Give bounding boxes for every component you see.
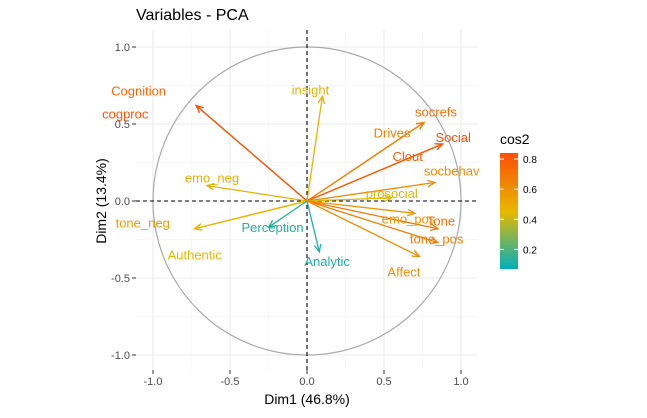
arrow-shaft <box>268 200 308 228</box>
arrow-head <box>416 121 426 130</box>
variable-arrow-perception <box>267 200 308 229</box>
arrow-shaft <box>195 105 308 202</box>
arrow-head <box>205 182 215 191</box>
x-tick-label: 1.0 <box>453 376 468 388</box>
arrow-shaft <box>206 184 308 202</box>
variable-arrow-clout <box>306 143 444 202</box>
variable-label-prosocial: prosocial <box>366 186 418 201</box>
x-tick-label: -0.5 <box>221 376 240 388</box>
variable-label-tone: Tone <box>427 214 455 229</box>
variable-label-authentic: Authentic <box>168 248 223 263</box>
arrow-head <box>429 236 440 245</box>
variable-arrow-emo-neg <box>205 182 308 202</box>
arrow-head <box>426 179 437 188</box>
variable-arrow-affect <box>306 200 421 258</box>
y-tick-label: 1.0 <box>115 42 130 54</box>
variable-label-clout: Clout <box>393 149 424 164</box>
variable-arrow-prosocial <box>306 194 394 203</box>
variable-label-emo-neg: emo_neg <box>185 171 239 186</box>
variable-arrow-analytic <box>306 200 322 254</box>
arrow-shaft <box>306 200 420 258</box>
arrow-shaft <box>306 200 439 230</box>
variable-label-analytic: Analytic <box>304 254 350 269</box>
arrow-head <box>267 220 277 229</box>
legend-title: cos2 <box>500 131 530 147</box>
variable-arrow-drives <box>306 121 426 202</box>
variable-label-perception: Perception <box>242 220 304 235</box>
variable-arrows <box>193 94 444 258</box>
variable-label-social: Social <box>436 130 472 145</box>
arrow-head <box>411 249 421 258</box>
variable-arrow-emo-pos <box>306 200 417 217</box>
arrow-head <box>384 194 394 203</box>
legend-tick-label: 0.6 <box>523 185 537 196</box>
chart-title: Variables - PCA <box>136 7 249 24</box>
variable-arrow-cogproc <box>194 104 308 202</box>
variable-label-affect: Affect <box>387 264 420 279</box>
arrow-shaft <box>306 200 415 214</box>
variable-arrow-tone <box>306 200 440 232</box>
variable-labels: Cognition cogproc insight socrefs Drives Soci… <box>102 82 480 279</box>
x-axis-label: Dim1 (46.8%) <box>264 391 350 407</box>
arrow-shaft <box>306 200 439 244</box>
arrow-head <box>406 208 417 217</box>
variable-label-tone-pos: tone_pos <box>410 232 464 247</box>
arrow-head <box>317 94 326 105</box>
y-tick-label: -1.0 <box>111 350 130 362</box>
x-axis-ticks: -1.0 -0.5 0.0 0.5 1.0 <box>144 370 469 388</box>
variable-label-socbehav: socbehav <box>424 164 480 179</box>
variable-arrow-authentic <box>193 200 308 231</box>
legend-tick-label: 0.4 <box>523 215 537 226</box>
y-axis-label: Dim2 (13.4%) <box>93 158 109 244</box>
y-tick-label: 0.5 <box>115 119 130 131</box>
variable-label-insight: insight <box>292 82 330 97</box>
legend-colorbar <box>500 153 518 269</box>
variable-label-drives: Drives <box>374 125 411 140</box>
legend-ticks: 0.8 0.6 0.4 0.2 <box>500 155 537 256</box>
arrow-head <box>313 243 322 254</box>
arrow-shaft <box>306 143 443 202</box>
legend: cos2 0.8 0.6 0.4 0.2 <box>500 131 537 269</box>
variable-label-tone-neg: tone_neg <box>116 216 170 231</box>
arrow-shaft <box>306 121 425 202</box>
legend-tick-label: 0.8 <box>523 155 537 166</box>
y-tick-label: 0.0 <box>115 196 130 208</box>
variable-label-cogproc: cogproc <box>102 107 149 122</box>
arrow-head <box>429 223 440 232</box>
arrow-shaft <box>306 181 435 202</box>
arrow-shaft <box>306 197 392 202</box>
arrow-shaft <box>194 200 308 230</box>
variable-arrow-tone-pos <box>306 200 440 245</box>
arrow-shaft <box>306 96 324 202</box>
arrow-head <box>193 223 203 231</box>
x-tick-label: 0.0 <box>299 376 314 388</box>
x-tick-label: -1.0 <box>144 376 163 388</box>
y-axis-ticks: -1.0 -0.5 0.0 0.5 1.0 <box>111 42 136 362</box>
x-tick-label: 0.5 <box>376 376 391 388</box>
arrow-shaft <box>306 200 320 252</box>
legend-tick-label: 0.2 <box>523 245 537 256</box>
variable-label-emo-pos: emo_pos <box>382 211 436 226</box>
variable-label-cognition: Cognition <box>111 84 166 99</box>
variable-arrow-socbehav <box>306 179 437 202</box>
variable-arrow-insight <box>306 94 326 202</box>
arrow-head <box>434 143 444 151</box>
variable-label-socrefs: socrefs <box>415 104 457 119</box>
arrow-head <box>194 104 204 114</box>
y-tick-label: -0.5 <box>111 273 130 285</box>
